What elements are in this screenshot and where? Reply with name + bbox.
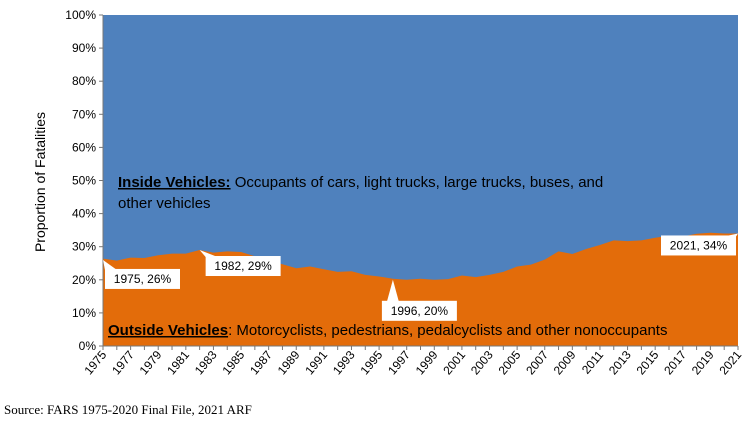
inside-vehicles-label: Inside Vehicles: Occupants of cars, ligh… <box>118 174 603 191</box>
x-tick-label: 2007 <box>523 348 551 378</box>
x-tick-label: 2015 <box>634 348 662 378</box>
callout-label: 2021, 34% <box>670 238 728 252</box>
outside-vehicles-label: Outside Vehicles: Motorcyclists, pedestr… <box>108 322 667 339</box>
inside-vehicles-label-line2: other vehicles <box>118 195 211 212</box>
callout-label: 1982, 29% <box>214 259 272 273</box>
x-tick-label: 1993 <box>330 348 358 378</box>
callout: 2021, 34% <box>661 233 738 256</box>
y-tick-label: 90% <box>72 41 96 55</box>
callout-box <box>381 300 457 321</box>
y-tick-label: 80% <box>72 74 96 88</box>
x-tick-label: 1991 <box>302 348 330 378</box>
y-tick-label: 60% <box>72 140 96 154</box>
x-tick-label: 1981 <box>164 348 192 378</box>
x-tick-label: 2021 <box>716 348 744 378</box>
x-tick-label: 1985 <box>219 348 247 378</box>
outside-vehicles-title: Outside Vehicles <box>108 322 228 339</box>
x-tick-label: 2009 <box>551 348 579 378</box>
y-tick-label: 30% <box>72 240 96 254</box>
callout: 1982, 29% <box>199 250 281 277</box>
x-tick-label: 1989 <box>275 348 303 378</box>
y-tick-label: 40% <box>72 207 96 221</box>
y-tick-label: 10% <box>72 306 96 320</box>
callout: 1975, 26% <box>103 259 180 289</box>
x-tick-label: 2013 <box>606 348 634 378</box>
x-axis-ticks: 1975 1977 1979 1981 1983 1985 1987 1989 1991 1993… <box>81 346 745 378</box>
callout-pointer <box>199 250 218 258</box>
callout-pointer <box>103 259 117 270</box>
x-tick-label: 1977 <box>109 348 137 378</box>
y-tick-label: 0% <box>79 339 97 353</box>
y-axis-ticks: 0% 10% 20% 30% 40% 50% 60% 70% 80% 90% 100% <box>65 8 103 353</box>
x-tick-label: 2011 <box>579 348 607 377</box>
callout-pointer <box>386 279 399 302</box>
inside-vehicles-title: Inside Vehicles: <box>118 174 231 191</box>
plot-area <box>102 15 738 347</box>
x-tick-label: 1979 <box>137 348 165 378</box>
x-tick-label: 1999 <box>413 348 441 378</box>
inside-vehicles-desc-1: Occupants of cars, light trucks, large t… <box>231 174 604 191</box>
outside-vehicles-desc: : Motorcyclists, pedestrians, pedalcycli… <box>228 322 667 339</box>
callout-label: 1975, 26% <box>114 272 172 286</box>
x-tick-label: 1995 <box>357 348 385 378</box>
callouts: 1975, 26% 1982, 29% 1996, 20% 2021, 34% <box>103 233 738 321</box>
y-tick-label: 100% <box>65 8 96 22</box>
callout-box <box>105 268 180 289</box>
y-tick-label: 20% <box>72 273 96 287</box>
x-tick-label: 1987 <box>247 348 275 378</box>
callout-label: 1996, 20% <box>391 304 449 318</box>
x-tick-label: 1997 <box>385 348 413 378</box>
callout-box <box>661 235 736 256</box>
x-tick-label: 2003 <box>468 348 496 378</box>
y-axis-label: Proportion of Fatalities <box>32 112 48 252</box>
x-tick-label: 1983 <box>192 348 220 378</box>
y-tick-label: 70% <box>72 107 96 121</box>
x-tick-label: 2017 <box>661 348 689 378</box>
fatalities-area-chart: Proportion of Fatalities 0% 10% 20% 30% 40% 5… <box>32 8 745 378</box>
callout: 1996, 20% <box>381 279 457 321</box>
callout-box <box>205 256 281 277</box>
x-tick-label: 2005 <box>496 348 524 378</box>
source-note: Source: FARS 1975-2020 Final File, 2021 … <box>4 402 252 417</box>
x-tick-label: 2001 <box>440 348 468 378</box>
y-tick-label: 50% <box>72 174 96 188</box>
x-tick-label: 2019 <box>689 348 717 378</box>
